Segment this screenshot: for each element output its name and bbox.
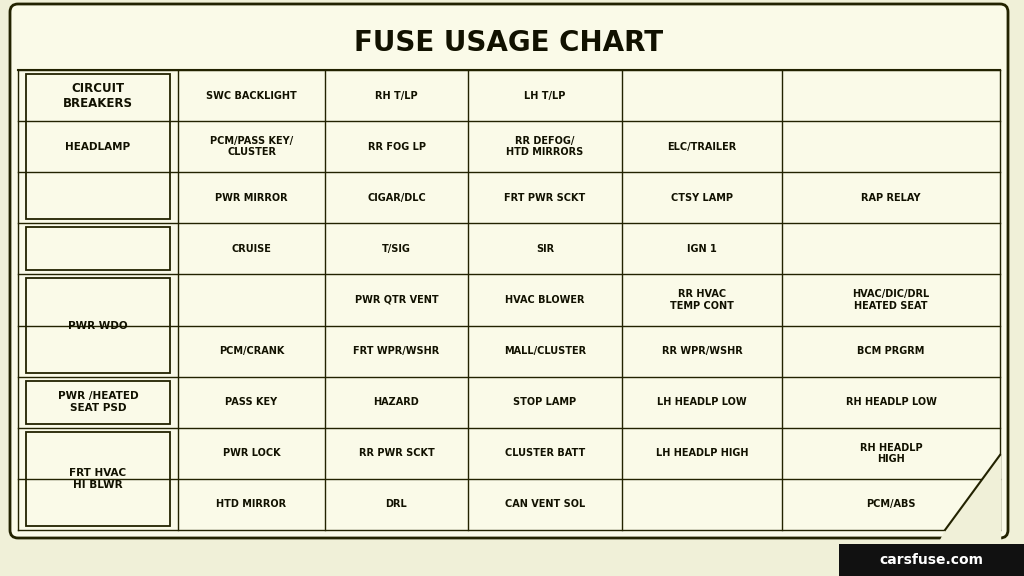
- Text: SIR: SIR: [536, 244, 554, 254]
- Bar: [26, 381, 170, 424]
- Text: HVAC BLOWER: HVAC BLOWER: [505, 295, 585, 305]
- Text: IGN 1: IGN 1: [687, 244, 717, 254]
- Text: CIRCUIT
BREAKERS: CIRCUIT BREAKERS: [63, 82, 133, 109]
- Text: CRUISE: CRUISE: [231, 244, 271, 254]
- Text: RR PWR SCKT: RR PWR SCKT: [358, 448, 434, 458]
- Text: PCM/PASS KEY/
CLUSTER: PCM/PASS KEY/ CLUSTER: [210, 136, 293, 157]
- Text: PCM/ABS: PCM/ABS: [866, 499, 915, 509]
- Text: PWR MIRROR: PWR MIRROR: [215, 193, 288, 203]
- Text: CLUSTER BATT: CLUSTER BATT: [505, 448, 585, 458]
- Text: DRL: DRL: [386, 499, 408, 509]
- Text: CIGAR/DLC: CIGAR/DLC: [368, 193, 426, 203]
- Bar: [26, 74, 170, 219]
- Text: BCM PRGRM: BCM PRGRM: [857, 346, 925, 356]
- Text: LH HEADLP LOW: LH HEADLP LOW: [657, 397, 746, 407]
- Bar: [26, 278, 170, 373]
- Text: FUSE USAGE CHART: FUSE USAGE CHART: [354, 29, 664, 57]
- Polygon shape: [945, 455, 1000, 530]
- Text: RR WPR/WSHR: RR WPR/WSHR: [662, 346, 742, 356]
- Text: T/SIG: T/SIG: [382, 244, 411, 254]
- Text: STOP LAMP: STOP LAMP: [513, 397, 577, 407]
- Polygon shape: [935, 530, 1000, 550]
- Text: SWC BACKLIGHT: SWC BACKLIGHT: [206, 90, 297, 101]
- Text: FRT HVAC
HI BLWR: FRT HVAC HI BLWR: [70, 468, 127, 490]
- Text: ELC/TRAILER: ELC/TRAILER: [668, 142, 736, 151]
- Text: PWR QTR VENT: PWR QTR VENT: [354, 295, 438, 305]
- Text: PCM/CRANK: PCM/CRANK: [219, 346, 285, 356]
- Text: HAZARD: HAZARD: [374, 397, 420, 407]
- Text: CAN VENT SOL: CAN VENT SOL: [505, 499, 585, 509]
- Text: HEADLAMP: HEADLAMP: [66, 142, 131, 151]
- Text: carsfuse.com: carsfuse.com: [880, 553, 983, 567]
- Text: CTSY LAMP: CTSY LAMP: [671, 193, 733, 203]
- Bar: [26, 432, 170, 526]
- Text: RR DEFOG/
HTD MIRRORS: RR DEFOG/ HTD MIRRORS: [507, 136, 584, 157]
- FancyBboxPatch shape: [10, 4, 1008, 538]
- Text: FRT WPR/WSHR: FRT WPR/WSHR: [353, 346, 439, 356]
- Text: PWR LOCK: PWR LOCK: [222, 448, 281, 458]
- Text: RH HEADLP
HIGH: RH HEADLP HIGH: [860, 442, 923, 464]
- Text: LH HEADLP HIGH: LH HEADLP HIGH: [655, 448, 749, 458]
- Text: LH T/LP: LH T/LP: [524, 90, 565, 101]
- Text: RR FOG LP: RR FOG LP: [368, 142, 426, 151]
- Text: FRT PWR SCKT: FRT PWR SCKT: [505, 193, 586, 203]
- Bar: [839, 544, 1024, 576]
- Text: RAP RELAY: RAP RELAY: [861, 193, 921, 203]
- Text: HVAC/DIC/DRL
HEATED SEAT: HVAC/DIC/DRL HEATED SEAT: [852, 289, 930, 311]
- Text: HTD MIRROR: HTD MIRROR: [216, 499, 287, 509]
- Text: RH T/LP: RH T/LP: [375, 90, 418, 101]
- Text: PASS KEY: PASS KEY: [225, 397, 278, 407]
- Text: MALL/CLUSTER: MALL/CLUSTER: [504, 346, 586, 356]
- Text: PWR WDO: PWR WDO: [69, 321, 128, 331]
- Text: PWR /HEATED
SEAT PSD: PWR /HEATED SEAT PSD: [57, 392, 138, 413]
- Bar: [26, 228, 170, 271]
- Text: RR HVAC
TEMP CONT: RR HVAC TEMP CONT: [670, 289, 734, 311]
- Text: RH HEADLP LOW: RH HEADLP LOW: [846, 397, 936, 407]
